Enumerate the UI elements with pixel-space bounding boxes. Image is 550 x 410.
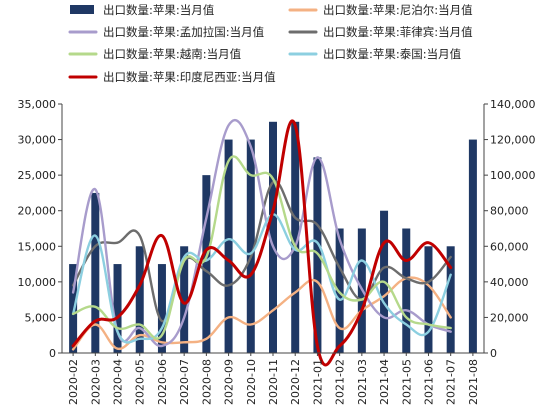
legend-label: 出口数量:苹果:尼泊尔:当月值 bbox=[323, 3, 473, 17]
x-tick-label: 2020-03 bbox=[89, 359, 102, 405]
x-tick-label: 2021-08 bbox=[467, 359, 480, 405]
y-right-tick-label: 140,000 bbox=[490, 98, 536, 111]
x-tick-label: 2021-04 bbox=[378, 359, 391, 405]
x-tick-label: 2021-05 bbox=[400, 359, 413, 405]
bar-2020-06 bbox=[157, 264, 166, 353]
legend-label: 出口数量:苹果:孟加拉国:当月值 bbox=[103, 25, 265, 39]
x-tick-label: 2020-12 bbox=[289, 359, 302, 405]
legend-swatch-bar bbox=[70, 5, 94, 14]
line-series-group bbox=[71, 118, 453, 367]
bar-2020-10 bbox=[246, 139, 255, 353]
x-tick-label: 2020-06 bbox=[156, 359, 169, 405]
y-left-tick-label: 10,000 bbox=[18, 276, 57, 289]
legend-label: 出口数量:苹果:泰国:当月值 bbox=[323, 47, 462, 61]
x-tick-label: 2020-02 bbox=[67, 359, 80, 405]
y-right-tick-label: 40,000 bbox=[490, 276, 529, 289]
line-series-4 bbox=[71, 155, 452, 340]
y-left-tick-label: 20,000 bbox=[18, 205, 57, 218]
legend-label: 出口数量:苹果:菲律宾:当月值 bbox=[323, 25, 473, 39]
legend-label: 出口数量:苹果:越南:当月值 bbox=[103, 47, 242, 61]
x-tick-label: 2021-03 bbox=[356, 359, 369, 405]
x-tick-label: 2020-10 bbox=[245, 359, 258, 405]
y-right-tick-label: 80,000 bbox=[490, 205, 529, 218]
bar-2020-09 bbox=[224, 139, 233, 353]
bar-series bbox=[69, 121, 477, 354]
bar-2020-05 bbox=[135, 246, 144, 353]
y-left-tick-label: 0 bbox=[49, 347, 56, 360]
x-tick-label: 2020-11 bbox=[267, 359, 280, 405]
y-right-tick-label: 0 bbox=[490, 347, 497, 360]
y-left-tick-label: 5,000 bbox=[25, 311, 57, 324]
legend-label: 出口数量:苹果:印度尼西亚:当月值 bbox=[103, 70, 276, 84]
x-tick-label: 2020-04 bbox=[112, 359, 125, 405]
y-right-tick-label: 100,000 bbox=[490, 169, 536, 182]
x-tick-label: 2020-07 bbox=[178, 359, 191, 405]
line-series-3 bbox=[71, 213, 452, 344]
x-tick-label: 2020-09 bbox=[223, 359, 236, 405]
y-left-tick-label: 30,000 bbox=[18, 134, 57, 147]
axes: 0 5,000 10,000 15,000 20,000 25,000 30,000 35,0… bbox=[18, 98, 536, 405]
x-tick-label: 2021-06 bbox=[422, 359, 435, 405]
y-left-tick-label: 35,000 bbox=[18, 98, 57, 111]
y-right-tick-label: 60,000 bbox=[490, 240, 529, 253]
bar-2021-06 bbox=[424, 246, 433, 353]
bar-2021-07 bbox=[446, 246, 455, 353]
line-series-5 bbox=[71, 119, 453, 367]
bar-2020-07 bbox=[180, 246, 189, 353]
bar-2020-11 bbox=[269, 121, 277, 354]
bar-2020-12 bbox=[291, 121, 300, 354]
bar-2020-04 bbox=[113, 264, 122, 353]
y-left-tick-label: 15,000 bbox=[18, 240, 57, 253]
y-right-tick-label: 20,000 bbox=[490, 311, 529, 324]
x-tick-label: 2020-08 bbox=[200, 359, 213, 405]
y-right-tick-label: 120,000 bbox=[490, 134, 536, 147]
y-left-tick-label: 25,000 bbox=[18, 169, 57, 182]
x-tick-label: 2020-05 bbox=[134, 359, 147, 405]
x-tick-label: 2021-02 bbox=[334, 359, 347, 405]
x-tick-label: 2021-07 bbox=[445, 359, 458, 405]
legend-label: 出口数量:苹果:当月值 bbox=[103, 3, 215, 17]
bar-2020-08 bbox=[202, 175, 211, 353]
legend: 出口数量:苹果:当月值 出口数量:苹果:尼泊尔:当月值出口数量:苹果:孟加拉国:当… bbox=[68, 3, 473, 84]
bar-2020-03 bbox=[91, 192, 100, 353]
bar-2020-02 bbox=[69, 264, 78, 353]
line-series-1 bbox=[71, 180, 452, 323]
bar-2021-05 bbox=[402, 228, 411, 353]
line-series-0 bbox=[71, 276, 452, 351]
bar-2021-08 bbox=[468, 139, 477, 353]
x-tick-label: 2021-01 bbox=[311, 359, 324, 405]
